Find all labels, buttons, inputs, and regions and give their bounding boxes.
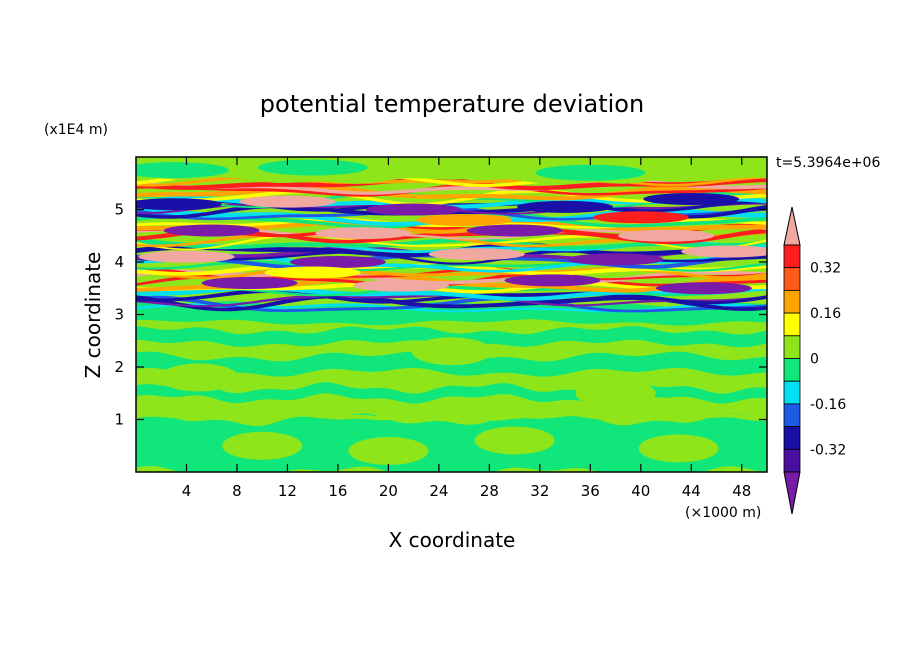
colorbar-swatch xyxy=(783,244,801,269)
contour-band xyxy=(136,271,767,288)
y-tick-label: 3 xyxy=(114,306,124,324)
contour-patch xyxy=(257,159,368,176)
colorbar-swatch xyxy=(783,380,801,405)
contour-patch xyxy=(638,434,719,463)
colorbar-tick-label: 0.16 xyxy=(810,306,841,322)
contour-band xyxy=(136,281,767,294)
contour-patch xyxy=(289,256,386,268)
colorbar-tick-label: -0.16 xyxy=(810,397,846,413)
colorbar-swatch xyxy=(783,403,801,427)
contour-band xyxy=(136,188,767,206)
x-tick-label: 48 xyxy=(732,482,751,500)
contour-band xyxy=(136,411,767,421)
contour-patch xyxy=(618,229,715,242)
contour-patch xyxy=(411,337,492,366)
colorbar: 0.32 0.16 0 -0.16 -0.32 xyxy=(783,206,846,515)
x-tick-label: 44 xyxy=(682,482,701,500)
contour-band xyxy=(136,237,767,250)
contour-patch xyxy=(163,224,260,237)
colorbar-swatch xyxy=(783,312,801,337)
y-tick-label: 4 xyxy=(114,253,124,271)
contour-patch xyxy=(348,437,429,465)
x-tick-label: 36 xyxy=(581,482,600,500)
contour-patch xyxy=(353,279,450,292)
x-tick-label: 32 xyxy=(530,482,549,500)
colorbar-swatch xyxy=(783,335,801,359)
contour-patch xyxy=(264,266,361,279)
contour-patch xyxy=(643,193,740,205)
colorbar-swatch xyxy=(783,267,801,291)
contour-patch xyxy=(504,274,601,287)
time-label: t=5.3964e+06 xyxy=(776,155,880,171)
contour-patch xyxy=(365,203,462,216)
x-tick-label: 28 xyxy=(480,482,499,500)
contour-band xyxy=(136,182,767,197)
plot-area xyxy=(136,157,767,472)
contour-patch xyxy=(474,426,555,455)
chart-title: potential temperature deviation xyxy=(260,90,644,118)
contour-patch xyxy=(466,224,563,237)
contour-band xyxy=(136,157,767,184)
contour-patch xyxy=(138,250,235,263)
contour-patch xyxy=(655,282,752,295)
contour-band xyxy=(136,176,767,191)
colorbar-swatch xyxy=(783,358,801,382)
contour-bands xyxy=(136,157,767,472)
contour-band xyxy=(136,226,767,245)
x-tick-label: 20 xyxy=(379,482,398,500)
contour-patch xyxy=(222,431,303,460)
contour-band xyxy=(136,295,767,313)
colorbar-swatch xyxy=(783,426,801,450)
contour-band xyxy=(136,412,767,472)
contour-patch xyxy=(681,245,767,258)
y-axis-label: Z coordinate xyxy=(81,252,105,379)
colorbar-swatch xyxy=(783,448,801,473)
contour-patch xyxy=(535,164,646,181)
y-tick-label: 5 xyxy=(114,201,124,219)
contour-patch xyxy=(315,227,412,240)
x-tick-label: 12 xyxy=(278,482,297,500)
x-tick-label: 4 xyxy=(182,482,192,500)
contour-patch xyxy=(159,363,240,392)
colorbar-tick-label: -0.32 xyxy=(810,442,846,458)
contour-patch xyxy=(416,214,513,226)
contour-patch xyxy=(136,198,222,211)
contour-band xyxy=(136,207,767,227)
x-axis: 4 8 12 16 20 24 28 32 36 40 44 48 xyxy=(182,157,751,500)
y-axis: 1 2 3 4 5 xyxy=(114,201,767,429)
contour-band xyxy=(136,285,767,297)
contour-band xyxy=(136,326,767,348)
contour-patch xyxy=(567,253,664,266)
x-tick-label: 40 xyxy=(631,482,650,500)
contour-patch xyxy=(592,211,689,224)
colorbar-bottom-arrow xyxy=(783,471,801,515)
colorbar-swatch xyxy=(783,289,801,314)
x-axis-label: X coordinate xyxy=(389,528,516,552)
contour-patch xyxy=(136,162,229,179)
contour-band xyxy=(136,293,767,307)
x-tick-label: 16 xyxy=(328,482,347,500)
contour-patch xyxy=(517,200,614,213)
contour-patch xyxy=(239,195,336,208)
x-tick-label: 24 xyxy=(429,482,448,500)
y-unit-label: (x1E4 m) xyxy=(44,122,108,138)
contour-patch xyxy=(428,248,525,261)
y-tick-label: 1 xyxy=(114,411,124,429)
contour-patch xyxy=(575,379,656,408)
y-tick-label: 2 xyxy=(114,358,124,376)
colorbar-tick-label: 0 xyxy=(810,352,819,368)
contour-patch xyxy=(201,277,298,289)
x-tick-label: 8 xyxy=(232,482,242,500)
colorbar-tick-label: 0.32 xyxy=(810,261,841,277)
x-unit-label: (×1000 m) xyxy=(685,505,761,521)
contour-band xyxy=(136,219,767,234)
colorbar-top-arrow xyxy=(783,206,801,246)
